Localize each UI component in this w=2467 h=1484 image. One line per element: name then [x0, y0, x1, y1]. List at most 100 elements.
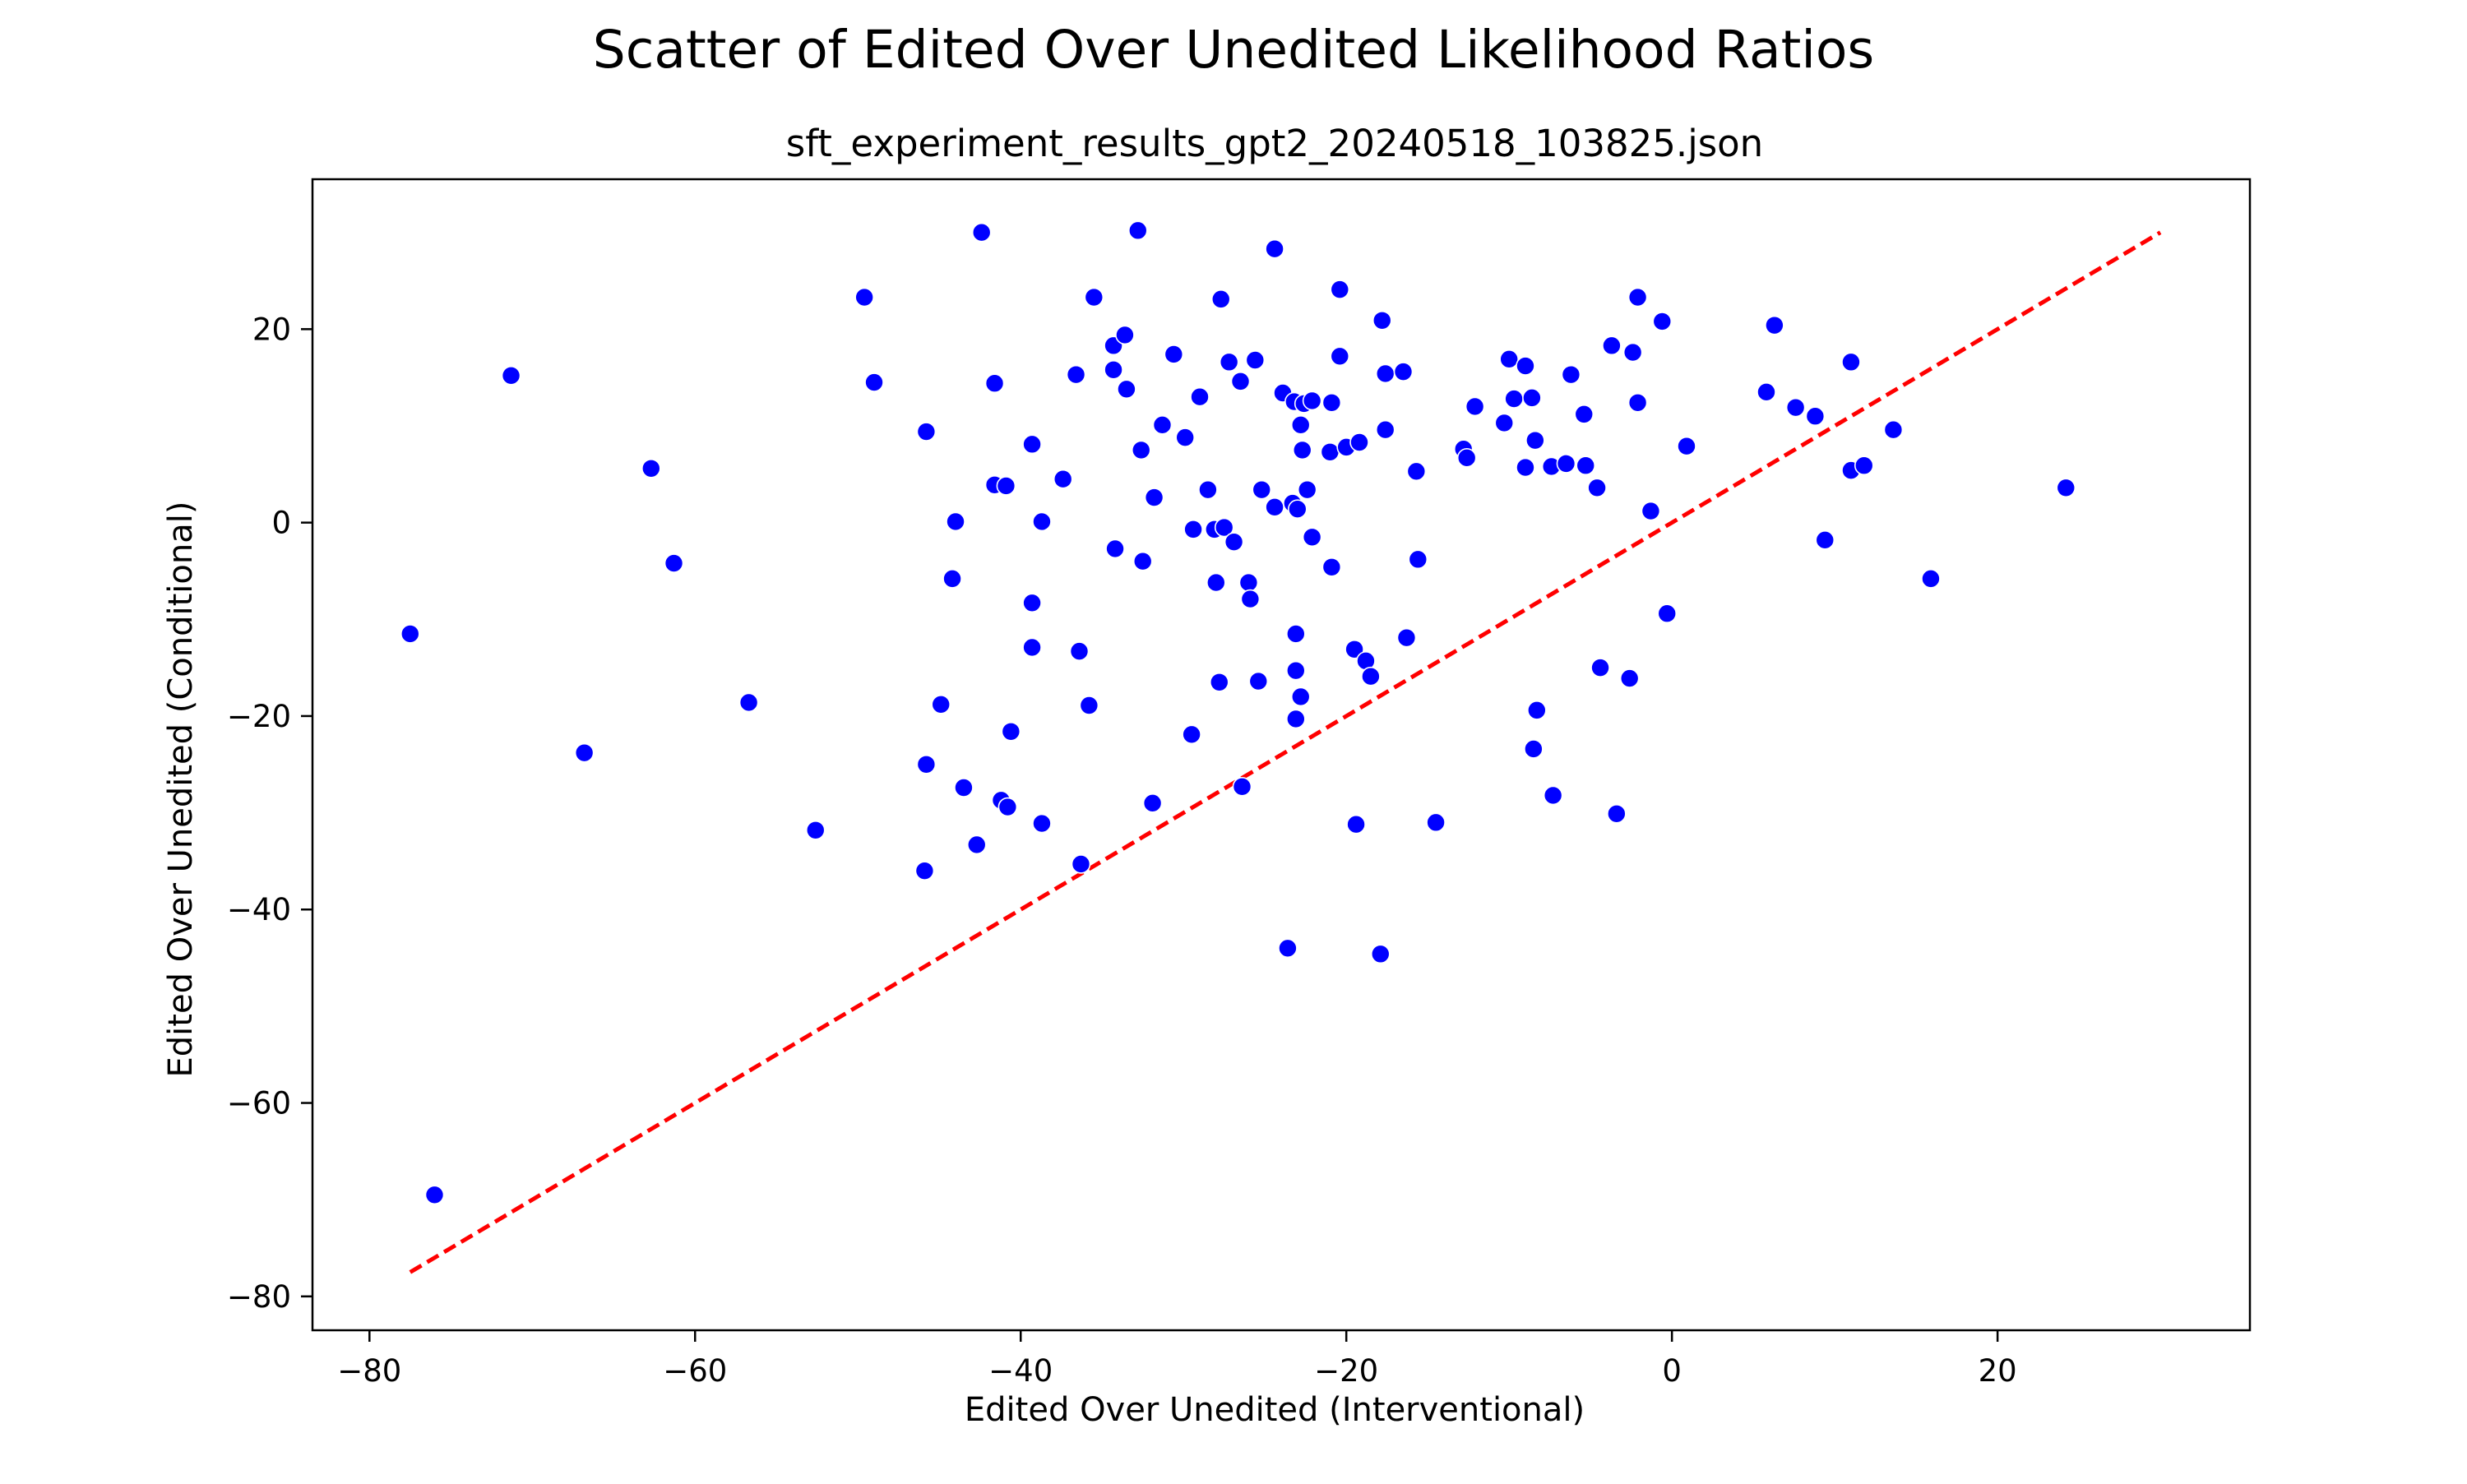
- scatter-point: [966, 834, 987, 855]
- scatter-point: [1576, 455, 1596, 476]
- scatter-point: [1265, 497, 1284, 517]
- scatter-point: [1290, 687, 1311, 707]
- scatter-point: [1345, 639, 1364, 659]
- scatter-point: [996, 476, 1016, 496]
- scatter-point: [1494, 413, 1515, 433]
- scatter-point: [1330, 346, 1350, 367]
- scatter-point: [1022, 593, 1042, 613]
- scatter-point: [1022, 434, 1042, 455]
- scatter-point: [1152, 415, 1173, 435]
- scatter-point: [1346, 814, 1366, 834]
- scatter-point: [1757, 382, 1776, 402]
- scatter-point: [1286, 709, 1306, 729]
- scatter-point: [1543, 785, 1563, 806]
- x-tick-label: −40: [988, 1353, 1053, 1389]
- scatter-point: [1321, 557, 1342, 577]
- x-tick-label: 20: [1979, 1353, 2017, 1389]
- reference-line: [409, 230, 2162, 1274]
- scatter-point: [1206, 572, 1226, 593]
- x-tick-label: −80: [337, 1353, 401, 1389]
- scatter-point: [942, 569, 962, 589]
- scatter-point: [1408, 549, 1428, 570]
- scatter-point: [1302, 391, 1322, 411]
- scatter-point: [805, 820, 826, 840]
- scatter-point: [1240, 589, 1261, 609]
- x-axis: −80 −60 −40 −20 0 20: [337, 1330, 2017, 1389]
- scatter-point: [931, 695, 951, 714]
- scatter-point: [1175, 428, 1195, 447]
- scatter-point: [664, 553, 684, 573]
- scatter-point: [1232, 777, 1252, 797]
- scatter-point: [1854, 455, 1874, 476]
- x-tick-label: 0: [1662, 1353, 1682, 1389]
- scatter-point: [2056, 478, 2076, 498]
- scatter-point: [916, 422, 937, 442]
- scatter-point: [1198, 479, 1218, 500]
- scatter-point: [1053, 469, 1073, 489]
- scatter-point: [1574, 405, 1595, 424]
- scatter-point: [1302, 527, 1322, 548]
- scatter-point: [1556, 454, 1576, 474]
- scatter-point: [916, 754, 937, 774]
- scatter-point: [1022, 637, 1042, 658]
- y-axis-label: Edited Over Unedited (Conditional): [162, 502, 200, 1078]
- scatter-point: [1105, 539, 1125, 559]
- scatter-point: [997, 797, 1018, 817]
- y-tick-label: 20: [252, 312, 291, 347]
- scatter-point: [641, 458, 661, 478]
- scatter-point: [1349, 432, 1369, 452]
- reference-line-group: [409, 230, 2162, 1274]
- scatter-point: [1224, 532, 1244, 552]
- scatter-point: [1104, 359, 1123, 380]
- scatter-point: [1525, 430, 1545, 451]
- scatter-point: [1622, 342, 1643, 363]
- scatter-point: [1815, 530, 1835, 550]
- scatter-point: [1499, 349, 1519, 369]
- scatter-point: [1127, 220, 1148, 241]
- scatter-point: [1183, 520, 1203, 539]
- y-axis: −80 −60 −40 −20 0 20: [227, 312, 312, 1315]
- scatter-point: [1456, 448, 1477, 468]
- scatter-point: [1765, 315, 1784, 335]
- scatter-point: [1214, 517, 1234, 538]
- scatter-point: [1465, 396, 1485, 417]
- scatter-point: [1265, 238, 1284, 259]
- scatter-point: [1602, 335, 1622, 356]
- scatter-point: [1115, 325, 1135, 345]
- scatter-point: [914, 861, 935, 881]
- scatter-point: [424, 1185, 445, 1205]
- scatter-point: [1320, 442, 1340, 462]
- scatter-point: [1677, 436, 1696, 456]
- scatter-point: [1607, 803, 1627, 824]
- scatter-point: [1238, 572, 1259, 593]
- scatter-point: [1032, 511, 1052, 532]
- y-tick-label: −40: [227, 892, 291, 927]
- scatter-point: [1245, 350, 1266, 370]
- x-tick-label: −60: [663, 1353, 727, 1389]
- scatter-point: [1190, 386, 1210, 407]
- scatter-point: [1290, 415, 1311, 435]
- scatter-point: [1210, 289, 1231, 309]
- chart-title: Scatter of Edited Over Unedited Likeliho…: [593, 20, 1874, 80]
- scatter-point: [1286, 624, 1306, 644]
- scatter-point: [1641, 501, 1661, 521]
- scatter-point: [1372, 310, 1392, 331]
- scatter-point: [1426, 812, 1446, 833]
- scatter-point: [1516, 457, 1535, 478]
- scatter-point: [574, 742, 595, 763]
- scatter-point: [1393, 362, 1414, 381]
- scatter-point: [854, 287, 874, 307]
- scatter-point: [1287, 499, 1308, 519]
- scatter-point: [971, 222, 992, 243]
- scatter-point: [1370, 944, 1391, 964]
- scatter-point: [1504, 389, 1524, 409]
- scatter-point: [1278, 938, 1298, 959]
- scatter-point: [1657, 603, 1678, 624]
- scatter-point: [1252, 479, 1272, 500]
- y-tick-label: −60: [227, 1086, 291, 1121]
- scatter-point: [984, 373, 1005, 394]
- scatter-point: [1361, 666, 1381, 687]
- scatter-point: [400, 624, 420, 644]
